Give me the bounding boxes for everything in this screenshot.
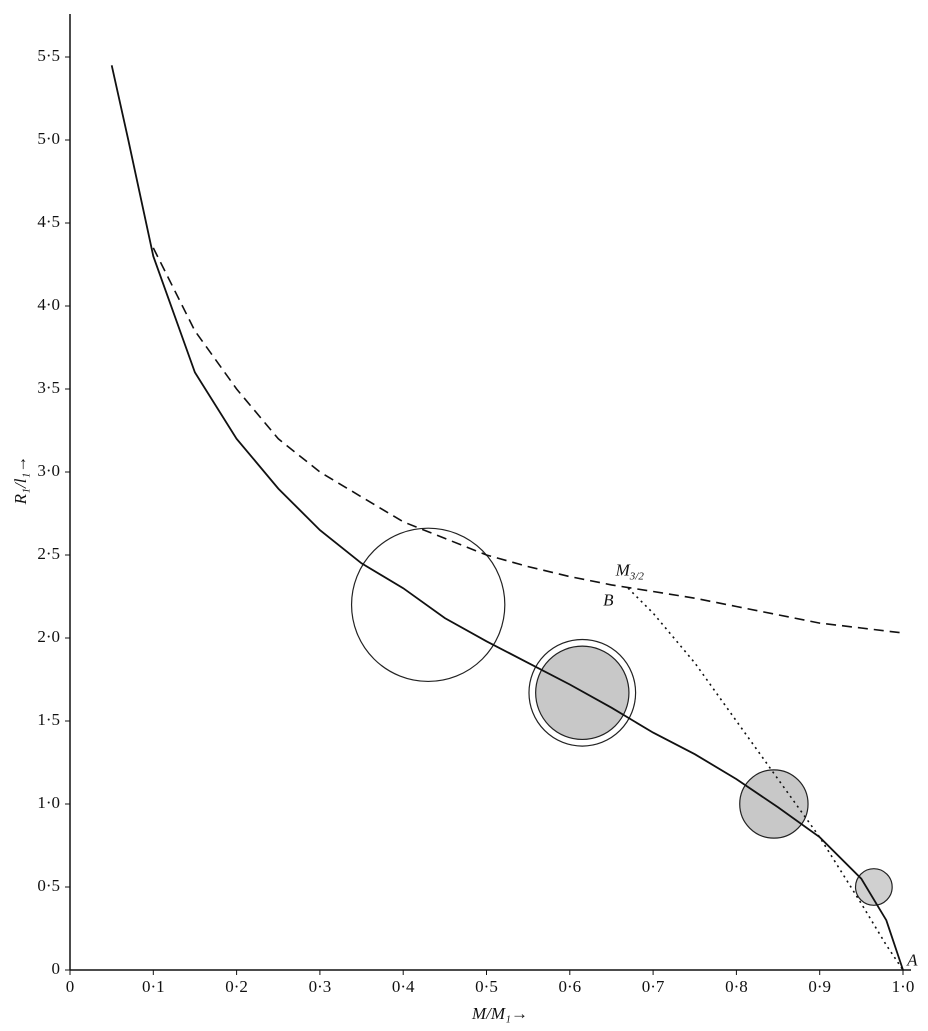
- x-tick-label: 0·9: [808, 977, 831, 996]
- x-tick-label: 0·8: [725, 977, 748, 996]
- y-tick-label: 2·0: [37, 627, 60, 646]
- x-tick-label: 0·3: [309, 977, 332, 996]
- x-tick-label: 0·1: [142, 977, 165, 996]
- droplet-circle: [528, 638, 637, 747]
- curve: [110, 65, 904, 971]
- m-label-main: M: [615, 561, 631, 580]
- y-tick-label: 4·0: [37, 295, 60, 314]
- y-tick-label: 2·5: [37, 544, 60, 563]
- droplet-circle: [854, 868, 893, 906]
- y-tick-label: 4·5: [37, 212, 60, 231]
- y-tick-label: 3·0: [37, 461, 60, 480]
- curve: [152, 247, 904, 634]
- y-tick-label: 1·0: [37, 793, 60, 812]
- x-tick-label: 0: [66, 977, 75, 996]
- x-tick-label: 0·7: [642, 977, 665, 996]
- annotation: A: [906, 951, 918, 970]
- x-tick-label: 0·2: [225, 977, 248, 996]
- m-label-sub: 3/2: [629, 570, 645, 582]
- y-axis-label: R₁/l₁→: [11, 456, 30, 506]
- y-tick-label: 3·5: [37, 378, 60, 397]
- y-tick-label: 0·5: [37, 876, 60, 895]
- y-tick-label: 0: [52, 959, 61, 978]
- x-tick-label: 0·5: [475, 977, 498, 996]
- y-tick-label: 1·5: [37, 710, 60, 729]
- m-label: M3/2: [615, 561, 645, 583]
- x-tick-label: 0·4: [392, 977, 415, 996]
- x-tick-label: 1·0: [892, 977, 915, 996]
- y-tick-label: 5·0: [37, 129, 60, 148]
- x-axis-label: M/M₁→: [471, 1004, 528, 1023]
- droplet-circle: [350, 527, 506, 683]
- droplet-circle: [535, 645, 630, 741]
- y-tick-label: 5·5: [37, 46, 60, 65]
- annotation: B: [603, 590, 614, 609]
- x-tick-label: 0·6: [558, 977, 581, 996]
